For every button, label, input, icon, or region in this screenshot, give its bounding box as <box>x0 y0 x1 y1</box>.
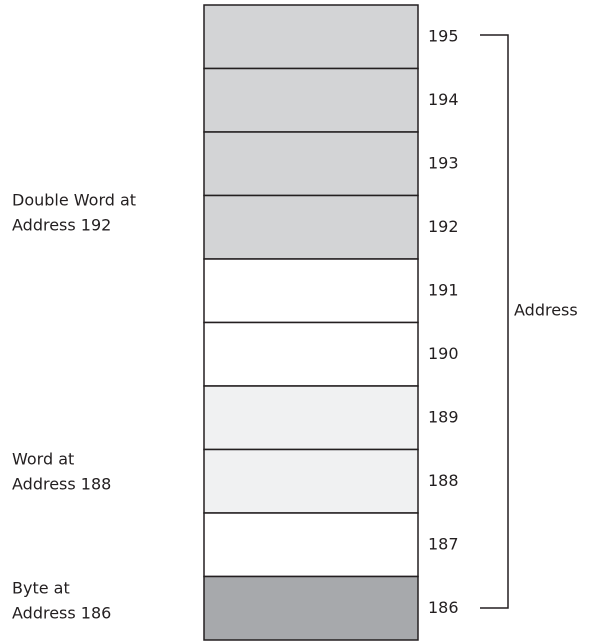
address-label: 192 <box>428 217 459 236</box>
annotation: Address 186 <box>12 604 111 623</box>
address-label: 189 <box>428 407 459 426</box>
address-label: 193 <box>428 153 459 172</box>
memory-cell <box>203 321 419 387</box>
memory-cell <box>203 448 419 514</box>
memory-cell <box>203 575 419 641</box>
memory-cell <box>203 67 419 133</box>
address-bracket <box>480 34 509 609</box>
memory-cell <box>203 512 419 578</box>
address-label: 190 <box>428 344 459 363</box>
memory-cell <box>203 194 419 260</box>
annotation: Byte at <box>12 579 70 598</box>
address-label: 194 <box>428 90 459 109</box>
annotation: Address 188 <box>12 475 111 494</box>
annotation: Double Word at <box>12 191 136 210</box>
address-label: 188 <box>428 471 459 490</box>
axis-label: Address <box>514 301 578 320</box>
address-label: 191 <box>428 280 459 299</box>
memory-cell <box>203 385 419 451</box>
memory-cell <box>203 258 419 324</box>
address-label: 186 <box>428 598 459 617</box>
annotation: Word at <box>12 450 74 469</box>
address-label: 187 <box>428 534 459 553</box>
memory-cell <box>203 131 419 197</box>
memory-cell <box>203 4 419 70</box>
annotation: Address 192 <box>12 216 111 235</box>
address-label: 195 <box>428 26 459 45</box>
